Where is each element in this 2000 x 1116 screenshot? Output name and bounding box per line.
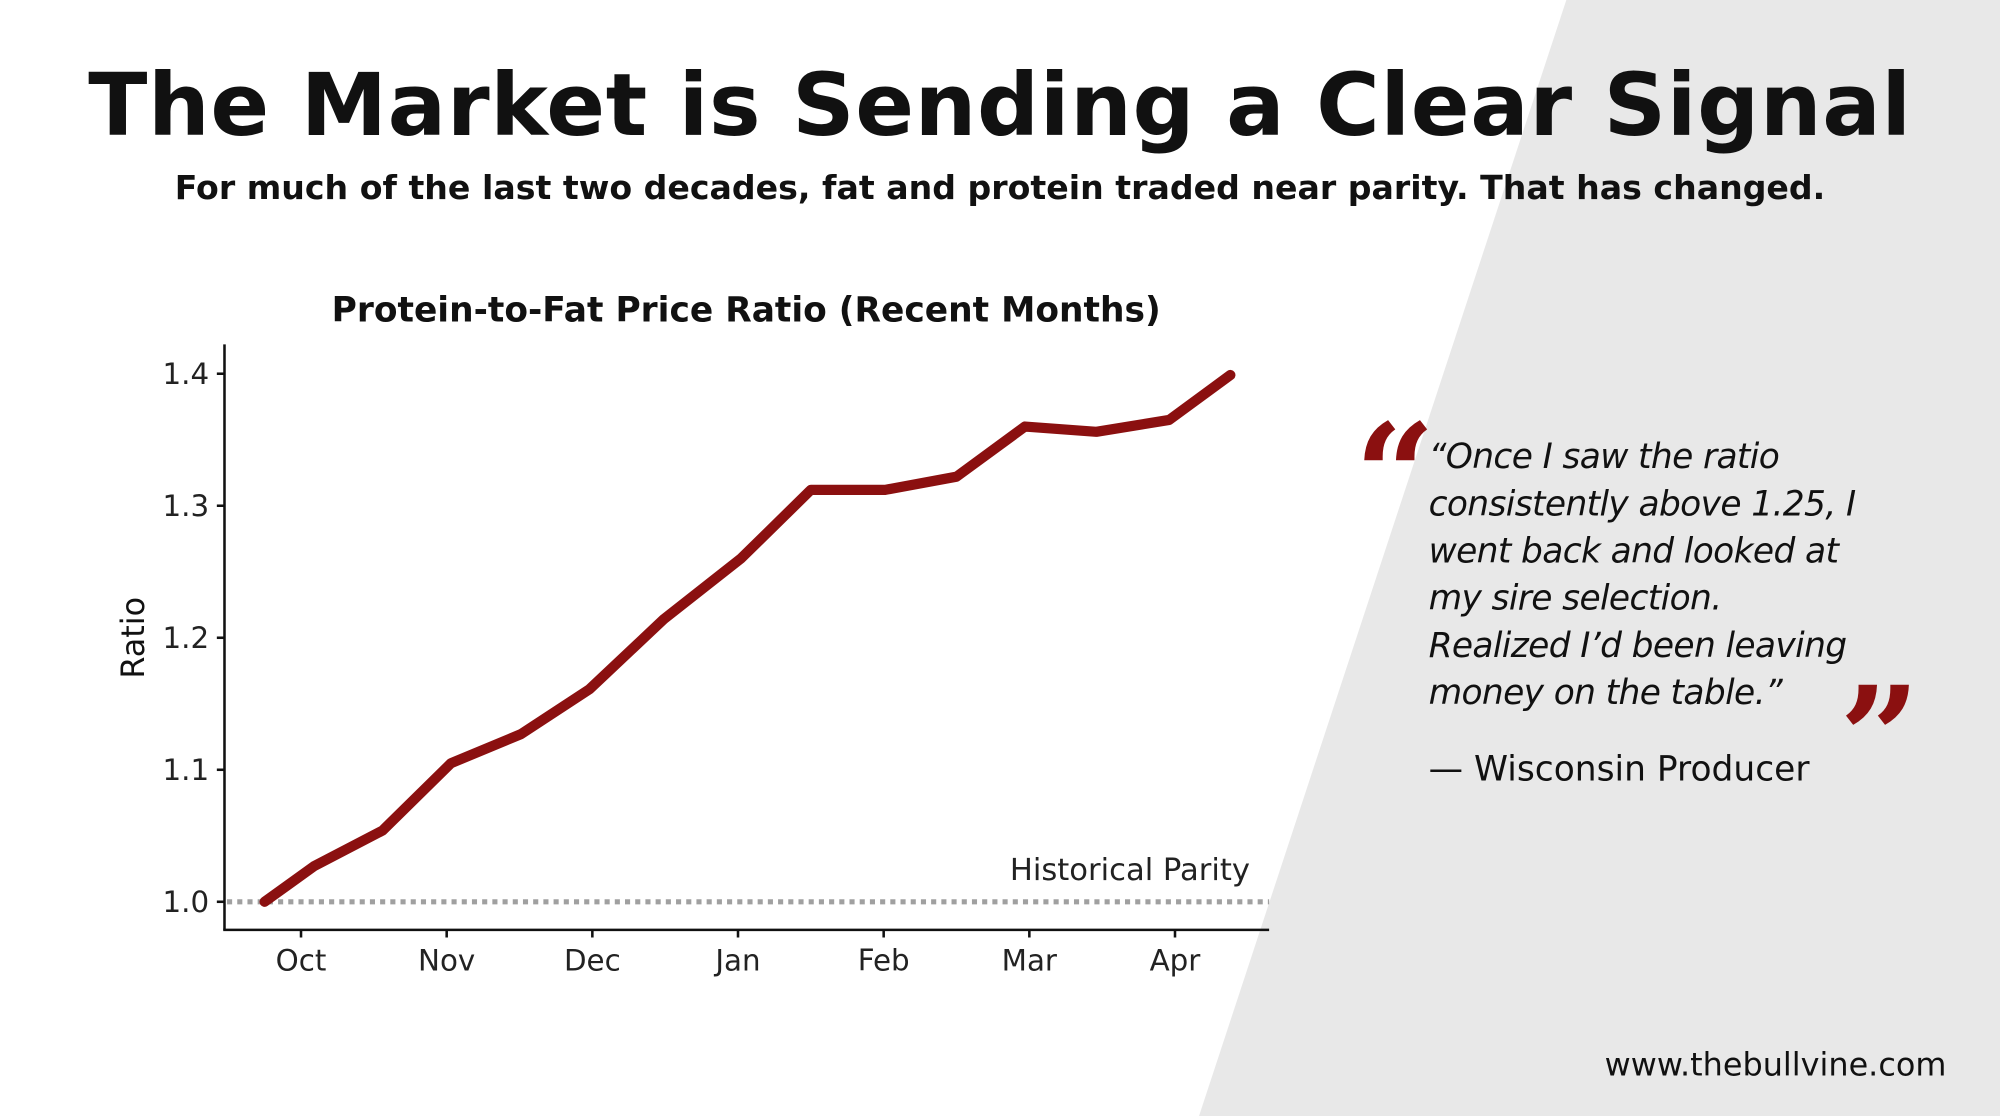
page-subtitle: For much of the last two decades, fat an… (174, 169, 1826, 208)
close-quote-icon: ” (1839, 655, 1921, 821)
quote-line: my sire selection. (1428, 579, 1723, 619)
open-quote-icon: “ (1354, 392, 1436, 558)
historical-parity-label: Historical Parity (1010, 853, 1250, 888)
y-axis-label: Ratio (114, 597, 152, 679)
quote-line: consistently above 1.25, I (1428, 484, 1857, 525)
x-tick-label-apr: Apr (1150, 944, 1202, 978)
x-tick-label-mar: Mar (1002, 944, 1058, 978)
x-tick-label-feb: Feb (858, 944, 910, 978)
page-title: The Market is Sending a Clear Signal (88, 56, 1912, 157)
y-tick-label: 1.2 (163, 621, 210, 655)
x-tick-label-nov: Nov (418, 944, 475, 978)
quote-line: went back and looked at (1428, 531, 1839, 572)
y-tick-label: 1.4 (163, 357, 210, 391)
x-tick-label-dec: Dec (564, 944, 621, 978)
quote-line: “Once I saw the ratio (1428, 437, 1780, 478)
x-tick-label-jan: Jan (713, 944, 760, 978)
y-tick-label: 1.1 (163, 753, 210, 787)
y-tick-label: 1.0 (163, 885, 210, 919)
series-line-protein-to-fat-ratio (259, 369, 1236, 907)
quote-line: money on the table.” (1428, 673, 1783, 714)
quote-attribution: — Wisconsin Producer (1428, 749, 1810, 790)
chart-title: Protein-to-Fat Price Ratio (Recent Month… (332, 290, 1161, 330)
x-tick-label-oct: Oct (276, 944, 327, 978)
y-tick-label: 1.3 (163, 489, 210, 523)
quote-text: “Once I saw the ratio consistently above… (1429, 434, 1914, 717)
website-url[interactable]: www.thebullvine.com (1604, 1045, 1947, 1083)
quote-line: Realized I’d been leaving (1428, 626, 1848, 666)
